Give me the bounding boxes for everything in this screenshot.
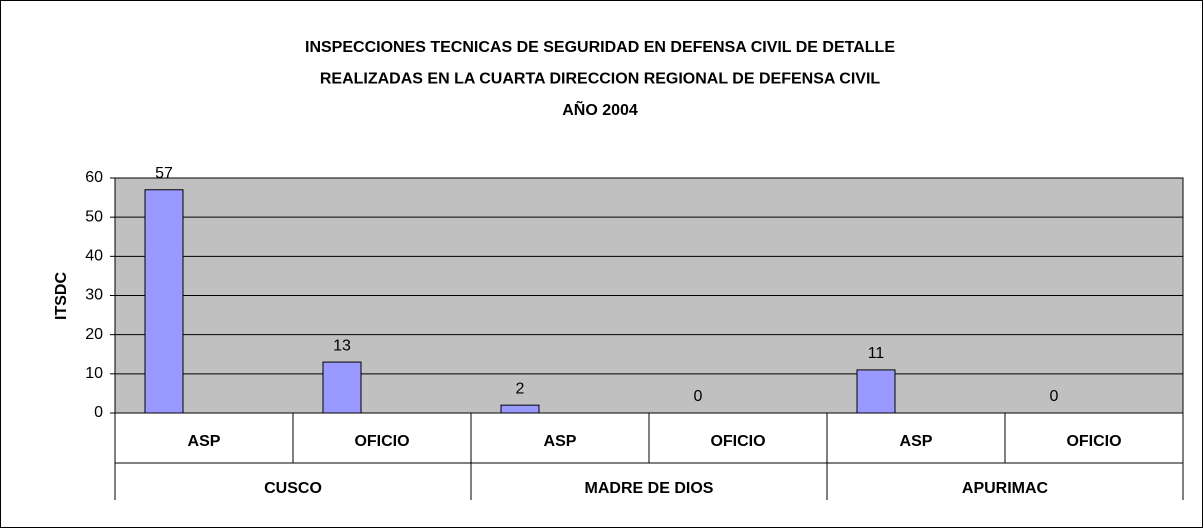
- x-tick-label: OFICIO: [1066, 433, 1121, 450]
- y-tick-label: 40: [85, 248, 103, 265]
- y-tick-label: 30: [85, 287, 103, 304]
- y-tick-label: 0: [94, 404, 103, 421]
- bar: [500, 404, 540, 414]
- x-tick-label: OFICIO: [354, 433, 409, 450]
- bar: [144, 189, 184, 414]
- bar: [322, 361, 362, 414]
- y-tick-label: 50: [85, 208, 103, 225]
- chart-title: INSPECCIONES TECNICAS DE SEGURIDAD EN DE…: [305, 39, 895, 56]
- chart-title: REALIZADAS EN LA CUARTA DIRECCION REGION…: [320, 71, 881, 88]
- data-label: 0: [694, 388, 703, 405]
- x-group-label: MADRE DE DIOS: [585, 480, 714, 497]
- x-tick-label: ASP: [544, 433, 577, 450]
- data-label: 2: [516, 380, 525, 397]
- x-tick-label: ASP: [900, 433, 933, 450]
- data-label: 11: [868, 345, 885, 362]
- x-group-label: APURIMAC: [962, 480, 1049, 497]
- data-label: 13: [333, 337, 351, 354]
- y-tick-label: 20: [85, 326, 103, 343]
- y-axis-label: ITSDC: [53, 272, 70, 320]
- data-label: 0: [1050, 388, 1059, 405]
- bar: [856, 369, 896, 414]
- data-label: 57: [155, 165, 173, 182]
- x-group-label: CUSCO: [264, 480, 322, 497]
- y-tick-label: 60: [85, 169, 103, 186]
- x-tick-label: ASP: [188, 433, 221, 450]
- chart-title: AÑO 2004: [562, 99, 638, 119]
- x-tick-label: OFICIO: [710, 433, 765, 450]
- y-tick-label: 10: [85, 365, 103, 382]
